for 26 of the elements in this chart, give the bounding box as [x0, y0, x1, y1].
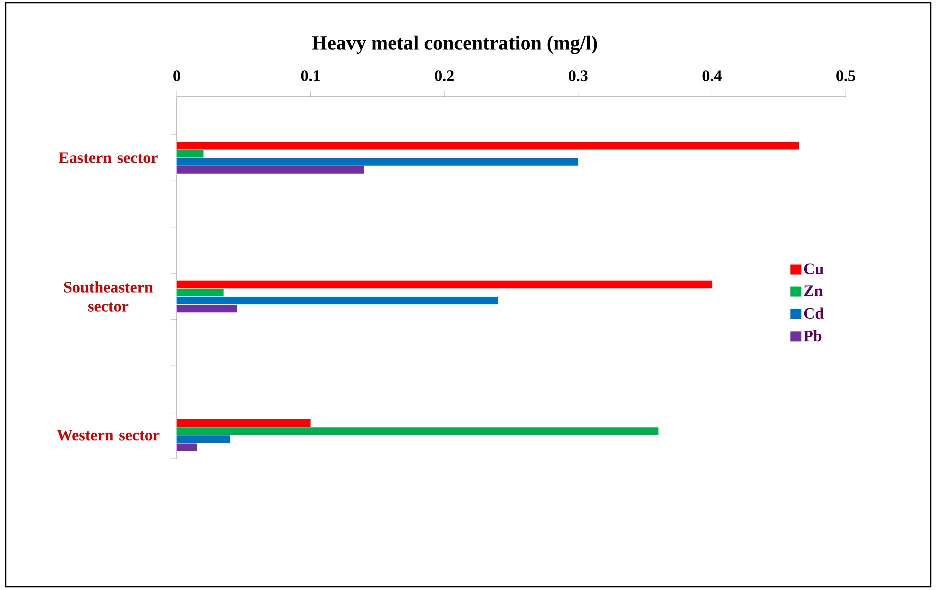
bar	[177, 158, 578, 166]
bar	[177, 280, 712, 288]
x-tick-label: 0.5	[836, 70, 856, 82]
y-tick-label: Eastern sector	[58, 152, 158, 164]
bar	[177, 142, 800, 150]
x-tick-label: 0	[174, 70, 180, 82]
bar	[177, 304, 238, 313]
x-tick-label: 0.2	[435, 70, 454, 82]
legend-label: Zn	[804, 286, 823, 296]
chart-title: Heavy metal concentration (mg/l)	[312, 36, 598, 54]
legend-label: Pb	[804, 330, 822, 342]
bar	[177, 420, 311, 428]
bar	[177, 296, 498, 305]
x-tick-label: 0.1	[301, 70, 320, 82]
x-tick-label: 0.3	[569, 70, 588, 82]
legend-label: Cu	[804, 264, 824, 274]
bar	[177, 166, 364, 174]
x-tick-label: 0.4	[702, 70, 722, 82]
bar	[177, 444, 198, 452]
bar	[177, 150, 204, 158]
legend-label: Cd	[804, 308, 824, 320]
y-tick-label: Western sector	[57, 430, 160, 441]
y-tick-label: Southeastern sector	[64, 282, 154, 312]
bar	[177, 428, 659, 436]
bar	[177, 436, 231, 444]
bar	[177, 288, 224, 297]
